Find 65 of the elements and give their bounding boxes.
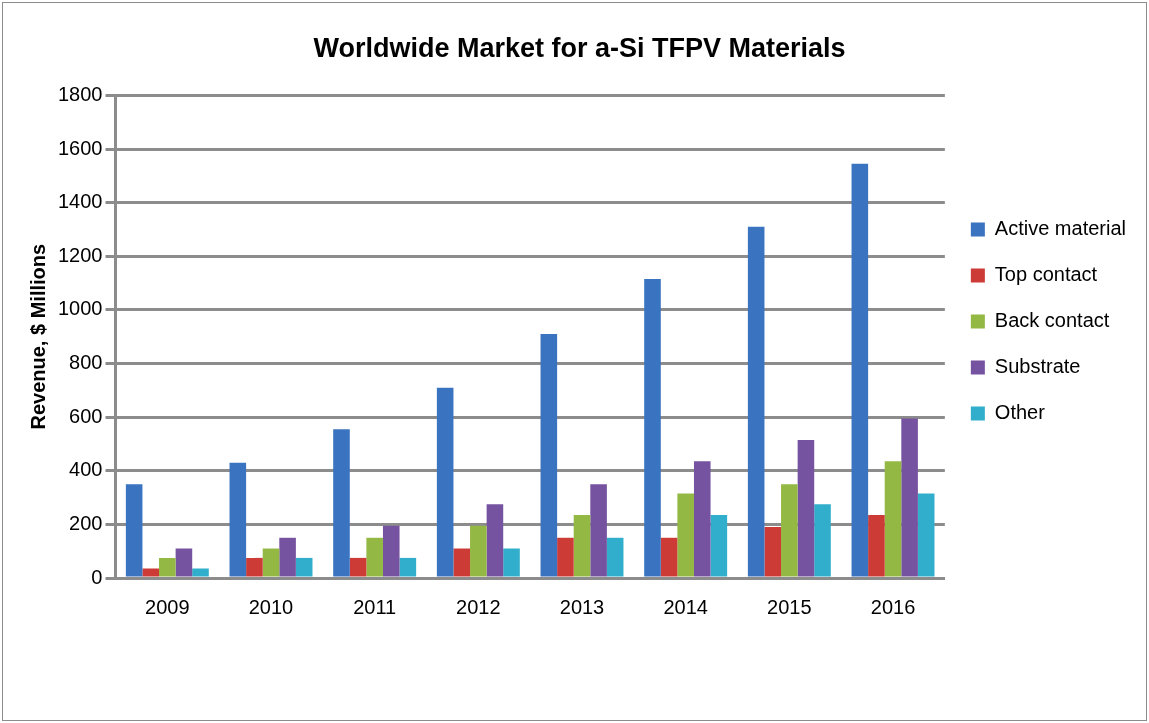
bar — [436, 387, 454, 577]
bar — [453, 548, 471, 577]
bar — [246, 557, 263, 577]
bar — [814, 504, 831, 577]
legend-label: Other — [994, 401, 1046, 424]
bar — [349, 557, 367, 577]
y-tick-label: 1400 — [57, 190, 103, 213]
bar — [262, 548, 280, 577]
bar — [470, 525, 487, 577]
legend-label: Active material — [994, 217, 1126, 240]
bar — [557, 537, 574, 577]
x-tick-label: 2009 — [145, 595, 190, 618]
bar — [540, 334, 558, 577]
bar — [142, 568, 160, 577]
bar — [229, 462, 247, 577]
bar — [884, 461, 902, 577]
bar — [851, 163, 869, 577]
bar — [710, 514, 728, 577]
x-tick-label: 2010 — [248, 595, 294, 618]
bar — [747, 226, 765, 577]
bar — [486, 504, 504, 577]
bar — [660, 537, 678, 577]
x-tick-label: 2012 — [456, 595, 501, 618]
bar — [764, 527, 782, 577]
bar — [781, 484, 798, 577]
y-tick-label: 800 — [69, 351, 103, 374]
y-tick-label: 400 — [69, 458, 103, 481]
y-tick-label: 1800 — [57, 82, 103, 105]
bar — [175, 548, 193, 577]
bar — [590, 484, 607, 577]
bar — [868, 514, 885, 577]
y-tick-label: 1200 — [57, 243, 103, 266]
y-tick-label: 1600 — [57, 136, 103, 159]
bar — [797, 439, 815, 577]
y-tick-label: 200 — [69, 511, 103, 534]
chart-title: Worldwide Market for a-Si TFPV Materials — [313, 32, 846, 63]
bar — [573, 514, 591, 577]
x-tick-label: 2014 — [663, 595, 708, 618]
y-axis-title: Revenue, $ Millions — [26, 243, 49, 430]
legend-label: Back contact — [994, 309, 1110, 332]
bar — [503, 548, 520, 577]
y-tick-label: 0 — [91, 565, 103, 588]
bar — [677, 493, 694, 577]
x-tick-label: 2015 — [767, 595, 812, 618]
x-tick-label: 2016 — [870, 595, 916, 618]
x-tick-label: 2013 — [559, 595, 605, 618]
bar — [644, 279, 661, 577]
bar — [693, 461, 711, 577]
bar — [382, 525, 400, 577]
bar — [279, 537, 296, 577]
bar — [399, 557, 417, 577]
legend-label: Top contact — [994, 263, 1098, 286]
bar — [333, 429, 350, 577]
bar — [295, 557, 313, 577]
bar — [917, 493, 935, 577]
legend-label: Substrate — [994, 355, 1081, 378]
y-tick-label: 1000 — [57, 297, 103, 320]
bar — [192, 568, 209, 577]
bar — [125, 484, 143, 577]
bar — [159, 557, 176, 577]
x-tick-label: 2011 — [353, 595, 397, 618]
bar — [901, 418, 918, 577]
bar — [606, 537, 624, 577]
y-tick-label: 600 — [69, 404, 103, 427]
bar — [366, 537, 383, 577]
